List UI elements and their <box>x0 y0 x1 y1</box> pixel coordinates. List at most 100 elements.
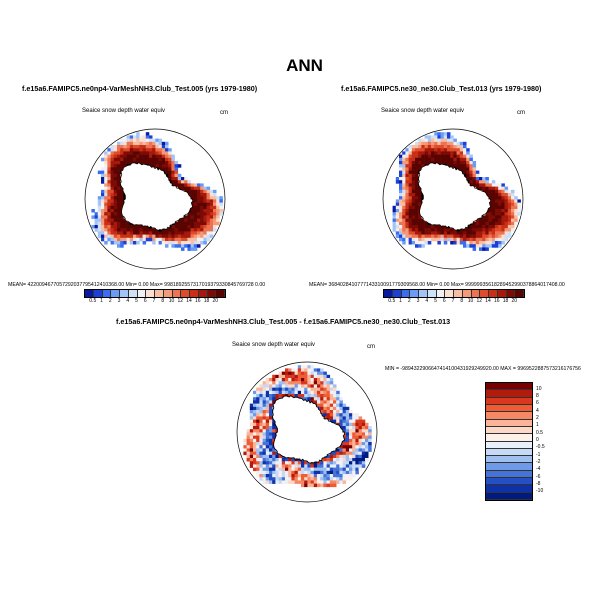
colorbar-tick-label: 6 <box>536 400 539 407</box>
panel-left-colorbar-labels: 0.5 1 2 3 4 5 6 7 8 10 12 14 16 18 20 <box>84 298 224 306</box>
colorbar-tick-label: -2 <box>536 458 541 465</box>
diff-panel-map <box>236 361 378 503</box>
colorbar-swatch <box>427 290 437 297</box>
colorbar-tick-label: 18 <box>502 298 509 304</box>
colorbar-tick-label: -1 <box>536 451 541 458</box>
colorbar-tick-label: 14 <box>186 298 192 304</box>
colorbar-swatch <box>207 290 217 297</box>
colorbar-swatch <box>486 383 532 391</box>
colorbar-tick-label: 20 <box>511 298 518 304</box>
panel-right-title: f.e15a6.FAMIPC5.ne30_ne30.Club_Test.013 … <box>341 84 542 93</box>
colorbar-tick-label: 4 <box>425 298 429 304</box>
colorbar-swatch <box>486 470 532 479</box>
colorbar-tick-label: -8 <box>536 480 541 487</box>
colorbar-swatch <box>454 290 463 297</box>
colorbar-tick-label: 2 <box>108 298 112 304</box>
diff-panel-stats: MIN = -9894322906647414100431929249920.0… <box>385 366 581 372</box>
colorbar-tick-label: 12 <box>476 298 483 304</box>
colorbar-tick-label: 0 <box>536 437 539 443</box>
colorbar-tick-label: -6 <box>536 473 541 480</box>
colorbar-swatch <box>102 290 112 297</box>
colorbar-tick-label: 7 <box>152 298 156 304</box>
colorbar-swatch <box>384 290 393 297</box>
colorbar-tick-label: 0.5 <box>536 429 543 436</box>
colorbar-swatch <box>486 485 532 493</box>
colorbar-tick-label: 8 <box>460 298 464 304</box>
colorbar-tick-label: -0.5 <box>536 444 545 451</box>
panel-right-variable: Seaice snow depth water equiv <box>381 108 465 114</box>
colorbar-tick-label: 6 <box>143 298 147 304</box>
colorbar-tick-label: 10 <box>467 298 474 304</box>
colorbar-swatch <box>486 492 532 500</box>
colorbar-swatch <box>181 290 190 297</box>
diff-panel-colorbar-labels: 10 8 6 4 2 1 0.5 0 -0.5 -1 -2 -4 -6 -8 -10 <box>536 382 566 499</box>
colorbar-tick-label: 0.5 <box>388 298 396 304</box>
colorbar-tick-label: 0.5 <box>89 298 97 304</box>
diff-panel-variable: Seaice snow depth water equiv <box>232 342 316 348</box>
colorbar-swatch <box>497 290 507 297</box>
colorbar-tick-label: -4 <box>536 466 541 473</box>
panel-left-map <box>84 128 226 270</box>
diff-panel-title: f.e15a6.FAMIPC5.ne0np4-VarMeshNH3.Club_T… <box>116 317 451 326</box>
colorbar-swatch <box>419 290 428 297</box>
colorbar-tick-label: 3 <box>416 298 420 304</box>
colorbar-swatch <box>486 404 532 413</box>
colorbar-tick-label: 2 <box>536 415 539 422</box>
colorbar-swatch <box>436 290 446 297</box>
colorbar-tick-label: 8 <box>161 298 165 304</box>
colorbar-swatch <box>172 290 182 297</box>
colorbar-swatch <box>506 290 516 297</box>
colorbar-swatch <box>111 290 120 297</box>
colorbar-swatch <box>146 290 155 297</box>
panel-right-colorbar-labels: 0.5 1 2 3 4 5 6 7 8 10 12 14 16 18 20 <box>383 298 523 306</box>
colorbar-swatch <box>128 290 138 297</box>
panel-left-units: cm <box>220 110 228 116</box>
colorbar-tick-label: 4 <box>126 298 130 304</box>
colorbar-swatch <box>85 290 94 297</box>
colorbar-tick-label: 3 <box>117 298 121 304</box>
panel-right-map <box>382 128 524 270</box>
panel-left-title: f.e15a6.FAMIPC5.ne0np4-VarMeshNH3.Club_T… <box>22 84 258 93</box>
colorbar-tick-label: 12 <box>177 298 184 304</box>
colorbar-swatch <box>93 290 103 297</box>
colorbar-swatch <box>486 397 532 405</box>
panel-right-stats: MEAN= 3684028410777143310091779309568.00… <box>309 282 565 288</box>
page-title: ANN <box>286 56 323 75</box>
colorbar-swatch <box>486 463 532 471</box>
colorbar-tick-label: 5 <box>434 298 437 304</box>
colorbar-swatch <box>163 290 173 297</box>
colorbar-tick-label: 20 <box>212 298 219 304</box>
colorbar-swatch <box>486 390 532 398</box>
panel-left-colorbar <box>84 289 226 298</box>
colorbar-tick-label: 18 <box>203 298 210 304</box>
colorbar-swatch <box>486 441 532 449</box>
colorbar-tick-label: 10 <box>536 385 542 392</box>
colorbar-tick-label: 10 <box>168 298 175 304</box>
panel-right-units: cm <box>517 110 525 116</box>
colorbar-tick-label: 14 <box>485 298 491 304</box>
colorbar-tick-label: 1 <box>100 298 103 304</box>
colorbar-tick-label: 8 <box>536 393 539 400</box>
colorbar-swatch <box>486 419 532 427</box>
colorbar-swatch <box>401 290 411 297</box>
colorbar-swatch <box>120 290 129 297</box>
panel-left-variable: Seaice snow depth water equiv <box>82 108 166 114</box>
colorbar-swatch <box>486 456 532 464</box>
colorbar-swatch <box>515 290 524 297</box>
colorbar-tick-label: 16 <box>194 298 201 304</box>
colorbar-tick-label: 4 <box>536 407 539 414</box>
colorbar-swatch <box>216 290 225 297</box>
colorbar-swatch <box>486 478 532 486</box>
panel-right-colorbar <box>383 289 525 298</box>
colorbar-swatch <box>198 290 208 297</box>
colorbar-swatch <box>486 426 532 435</box>
colorbar-swatch <box>480 290 489 297</box>
colorbar-tick-label: 5 <box>135 298 138 304</box>
colorbar-tick-label: -10 <box>536 488 544 495</box>
colorbar-tick-label: 6 <box>442 298 446 304</box>
panel-left-stats: MEAN= 4220094677057292037795412410368.00… <box>8 282 266 288</box>
colorbar-tick-label: 7 <box>451 298 455 304</box>
colorbar-tick-label: 1 <box>536 422 539 429</box>
colorbar-swatch <box>392 290 402 297</box>
colorbar-swatch <box>489 290 498 297</box>
